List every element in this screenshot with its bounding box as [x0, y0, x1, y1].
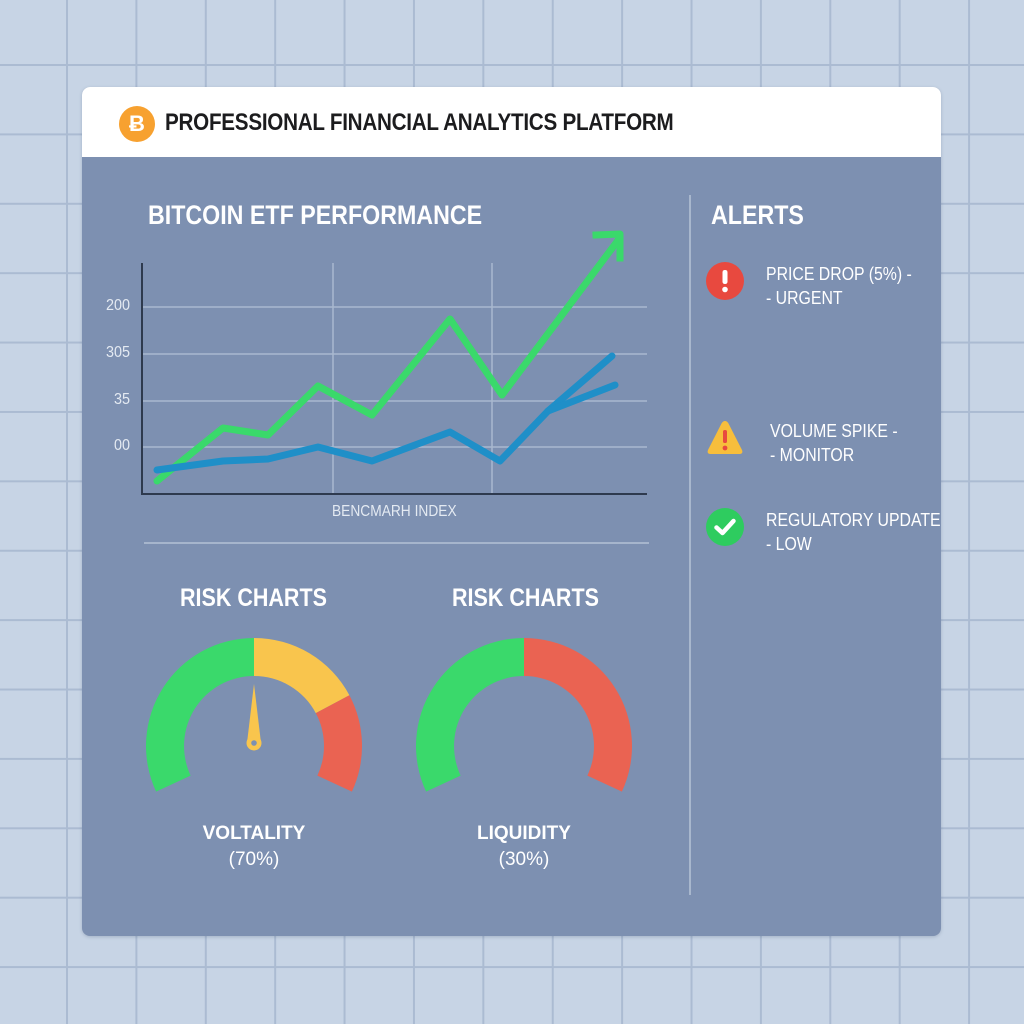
error-icon	[706, 262, 744, 300]
alert-item-regulatory-update[interactable]: REGULATORY UPDATE - - LOW	[706, 508, 941, 556]
dashboard-panel: Ƀ PROFESSIONAL FINANCIAL ANALYTICS PLATF…	[82, 87, 941, 936]
app-header: Ƀ PROFESSIONAL FINANCIAL ANALYTICS PLATF…	[82, 87, 941, 157]
benchmark-line	[153, 352, 616, 474]
performance-line-chart[interactable]	[82, 87, 941, 936]
x-axis-label: BENCMARH INDEX	[332, 503, 457, 520]
y-tick-label: 305	[105, 344, 130, 361]
alerts-title: ALERTS	[711, 200, 804, 230]
gauge-needle	[246, 684, 262, 751]
app-title: PROFESSIONAL FINANCIAL ANALYTICS PLATFOR…	[165, 109, 674, 136]
volatility-gauge	[146, 638, 363, 792]
alert-text: REGULATORY UPDATE - - LOW	[766, 510, 941, 554]
etf-performance-line	[153, 235, 623, 485]
gauge-name: LIQUIDITY	[477, 823, 571, 844]
section-divider	[144, 542, 649, 544]
gauge-percent: (70%)	[228, 849, 280, 870]
alert-text: PRICE DROP (5%) - - URGENT	[766, 264, 912, 308]
volatility-label: VOLTALITY (70%)	[154, 821, 354, 873]
performance-title: BITCOIN ETF PERFORMANCE	[148, 200, 483, 230]
gauge-percent: (30%)	[498, 849, 550, 870]
gauge-name: VOLTALITY	[202, 823, 306, 844]
panel-divider	[689, 195, 691, 895]
alert-text: VOLUME SPIKE - - MONITOR	[770, 421, 898, 465]
y-tick-label: 200	[105, 297, 130, 314]
check-icon	[706, 508, 744, 546]
benchmark-branch-line	[544, 381, 619, 415]
liquidity-label: LIQUIDITY (30%)	[424, 821, 624, 873]
warning-icon	[706, 419, 744, 457]
y-tick-label: 35	[113, 391, 130, 408]
chart-axes	[141, 263, 647, 495]
bitcoin-icon: Ƀ	[119, 106, 155, 142]
risk-title-volatility: RISK CHARTS	[180, 584, 327, 612]
alert-item-volume-spike[interactable]: VOLUME SPIKE - - MONITOR	[706, 419, 915, 467]
arrow-up-icon	[592, 230, 624, 262]
risk-title-liquidity: RISK CHARTS	[452, 584, 599, 612]
alert-item-price-drop[interactable]: PRICE DROP (5%) - - URGENT	[706, 262, 932, 310]
y-tick-label: 00	[113, 437, 130, 454]
liquidity-gauge	[416, 638, 632, 792]
